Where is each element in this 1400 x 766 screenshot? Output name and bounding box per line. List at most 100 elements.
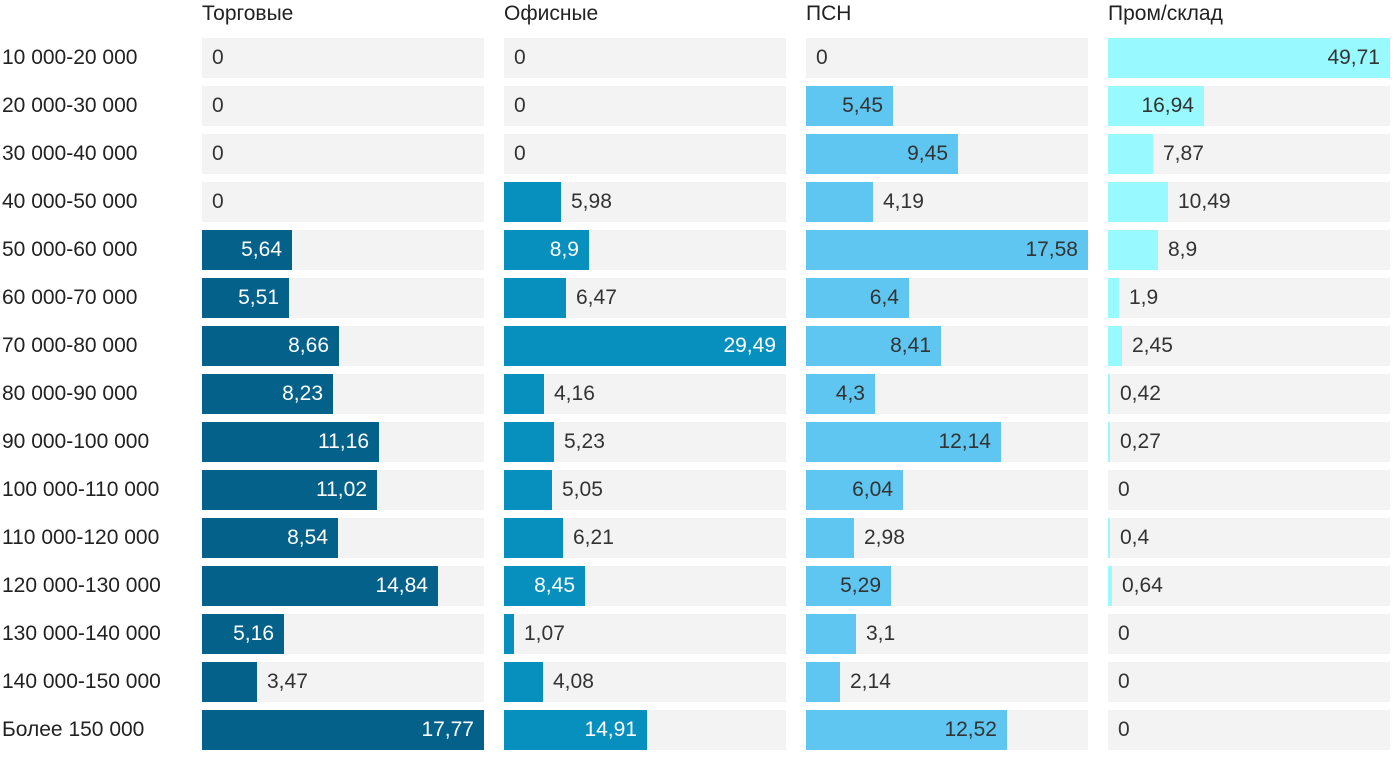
category-label: 100 000-110 000 [2, 478, 160, 501]
bar [806, 230, 1088, 270]
bar-track: 4,3 [806, 374, 1088, 414]
data-label: 8,9 [1168, 238, 1198, 261]
bar-track: 5,05 [504, 470, 786, 510]
bar-track: 0 [504, 38, 786, 78]
data-label: 1,9 [1129, 286, 1159, 309]
bar-track: 5,64 [202, 230, 484, 270]
data-label: 11,02 [316, 478, 367, 501]
bar-track: 14,91 [504, 710, 786, 750]
data-label: 1,07 [524, 622, 565, 645]
data-label: 0 [212, 142, 224, 165]
data-label: 0 [212, 46, 224, 69]
data-label: 3,47 [267, 670, 308, 693]
bar-track: 5,45 [806, 86, 1088, 126]
bar [806, 422, 1001, 462]
bar [202, 710, 484, 750]
bar-track: 0 [202, 86, 484, 126]
bar-track: 2,45 [1108, 326, 1390, 366]
bar-track: 10,49 [1108, 182, 1390, 222]
bar-track: 5,16 [202, 614, 484, 654]
category-label: 80 000-90 000 [2, 382, 138, 405]
data-label: 5,23 [564, 430, 605, 453]
data-label: 11,16 [318, 430, 369, 453]
data-label: 0 [1118, 622, 1130, 645]
bar-track: 9,45 [806, 134, 1088, 174]
category-label: 20 000-30 000 [2, 94, 138, 117]
data-label: 0 [1118, 478, 1130, 501]
bar-track: 0,27 [1108, 422, 1390, 462]
bar [806, 134, 958, 174]
bar [1108, 134, 1153, 174]
data-label: 5,45 [842, 94, 883, 117]
bar [806, 710, 1007, 750]
bar-track: 12,52 [806, 710, 1088, 750]
bar [1108, 326, 1122, 366]
bar-track: 6,4 [806, 278, 1088, 318]
bar [504, 662, 543, 702]
bar [504, 614, 514, 654]
bar-track: 14,84 [202, 566, 484, 606]
bar-track: 6,21 [504, 518, 786, 558]
bar-track: 8,54 [202, 518, 484, 558]
category-label: Более 150 000 [2, 718, 145, 741]
bar-track: 8,23 [202, 374, 484, 414]
bar [1108, 374, 1110, 414]
data-label: 7,87 [1163, 142, 1204, 165]
category-label: 140 000-150 000 [2, 670, 161, 693]
bar [202, 422, 379, 462]
bar-track: 17,58 [806, 230, 1088, 270]
bar-track: 4,16 [504, 374, 786, 414]
bar-track: 0 [202, 134, 484, 174]
data-label: 5,16 [233, 622, 274, 645]
data-label: 8,41 [890, 334, 931, 357]
bar [504, 470, 552, 510]
bar-track: 17,77 [202, 710, 484, 750]
bar [202, 662, 257, 702]
data-label: 6,04 [852, 478, 893, 501]
bar [1108, 278, 1119, 318]
bar-track: 11,02 [202, 470, 484, 510]
bar [1108, 566, 1112, 606]
category-label: 60 000-70 000 [2, 286, 138, 309]
data-label: 4,16 [554, 382, 595, 405]
data-label: 14,84 [375, 574, 428, 597]
bar [202, 374, 333, 414]
data-label: 0 [212, 190, 224, 213]
bar [504, 326, 786, 366]
data-label: 5,05 [562, 478, 603, 501]
bar-track: 8,41 [806, 326, 1088, 366]
bar-track: 0 [1108, 662, 1390, 702]
bar [806, 182, 873, 222]
bar-track: 4,08 [504, 662, 786, 702]
bar-track: 0 [504, 86, 786, 126]
bar [202, 278, 289, 318]
bar-track: 6,04 [806, 470, 1088, 510]
data-label: 0 [1118, 718, 1130, 741]
bar-track: 0 [504, 134, 786, 174]
bar [504, 374, 544, 414]
bar-track: 0 [1108, 470, 1390, 510]
bar-track: 3,1 [806, 614, 1088, 654]
data-label: 6,21 [573, 526, 614, 549]
bar-track: 0,4 [1108, 518, 1390, 558]
bar-track: 16,94 [1108, 86, 1390, 126]
data-label: 3,1 [866, 622, 896, 645]
bar [202, 614, 284, 654]
data-label: 0 [514, 46, 526, 69]
bar [1108, 86, 1204, 126]
bar-track: 0 [202, 38, 484, 78]
data-label: 4,3 [835, 382, 865, 405]
data-label: 0 [514, 142, 526, 165]
data-label: 14,91 [584, 718, 637, 741]
bar-track: 6,47 [504, 278, 786, 318]
data-label: 8,23 [282, 382, 323, 405]
data-label: 5,98 [571, 190, 612, 213]
data-label: 5,51 [238, 286, 279, 309]
bar-track: 5,51 [202, 278, 484, 318]
bar [202, 518, 338, 558]
bar-track: 8,9 [1108, 230, 1390, 270]
bar [202, 326, 339, 366]
bar [504, 566, 585, 606]
bar-track: 12,14 [806, 422, 1088, 462]
category-label: 10 000-20 000 [2, 46, 138, 69]
